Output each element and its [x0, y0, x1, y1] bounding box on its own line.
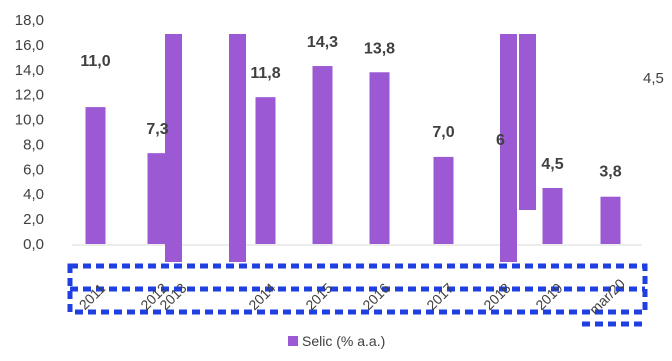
- overlap-bar-2: [229, 34, 246, 262]
- overlap-bar-1: [165, 34, 182, 262]
- y-tick-label: 8,0: [23, 136, 44, 153]
- y-tick-label: 14,0: [15, 62, 44, 79]
- bar-mar-20: [600, 196, 621, 244]
- legend: Selic (% a.a.): [288, 331, 385, 351]
- legend-label: Selic (% a.a.): [302, 333, 386, 349]
- data-label-2014: 11,8: [250, 65, 280, 82]
- data-label-mar-20: 3,8: [599, 164, 621, 181]
- x-tick-label: 2014: [245, 280, 278, 313]
- x-tick-label: 2019: [532, 280, 565, 313]
- x-tick-label: 2016: [359, 280, 392, 313]
- y-axis-tick-labels: 0,0 2,0 4,0 6,0 8,0 10,0 12,0 14,0 16,0 18,0: [15, 12, 44, 253]
- bar-2016: [369, 72, 390, 245]
- y-tick-label: 12,0: [15, 87, 44, 104]
- data-label-2011: 11,0: [80, 53, 110, 70]
- x-tick-label: 2011: [76, 280, 109, 313]
- selic-bar-chart: 0,0 2,0 4,0 6,0 8,0 10,0 12,0 14,0 16,0 18,0 11,0…: [15, 12, 664, 327]
- y-tick-label: 18,0: [15, 12, 44, 29]
- data-label-2018: 6: [496, 132, 505, 149]
- data-label-2012: 7,3: [146, 121, 168, 138]
- data-label-2016: 13,8: [364, 40, 395, 57]
- y-tick-label: 6,0: [23, 161, 44, 178]
- x-tick-label: 2015: [302, 280, 335, 313]
- data-label-2017: 7,0: [432, 124, 454, 141]
- x-tick-label: 2017: [423, 280, 456, 313]
- data-labels: 11,0 7,3 11,8 14,3 13,8 7,0 6 4,5 3,8: [80, 34, 621, 181]
- data-label-2019: 4,5: [541, 156, 563, 173]
- bar-2017: [433, 156, 454, 244]
- overlap-bar-4: [519, 34, 536, 210]
- y-tick-label: 4,0: [23, 186, 44, 203]
- bar-series: [85, 66, 621, 245]
- overlap-bar-3: [500, 34, 517, 262]
- y-tick-label: 16,0: [15, 37, 44, 54]
- legend-swatch: [288, 336, 298, 346]
- bar-2015: [312, 66, 333, 245]
- overlapping-bar-artifacts: [165, 34, 536, 262]
- y-tick-label: 10,0: [15, 112, 44, 129]
- data-label-2015: 14,3: [307, 34, 338, 51]
- bar-2012: [147, 153, 168, 244]
- bar-2019: [542, 188, 563, 244]
- y-tick-label: 0,0: [23, 236, 44, 253]
- bar-2014: [255, 97, 276, 245]
- extra-value-label: 4,5: [643, 70, 664, 87]
- y-tick-label: 2,0: [23, 211, 44, 228]
- bar-2011: [85, 107, 106, 244]
- x-tick-label: 2018: [480, 280, 513, 313]
